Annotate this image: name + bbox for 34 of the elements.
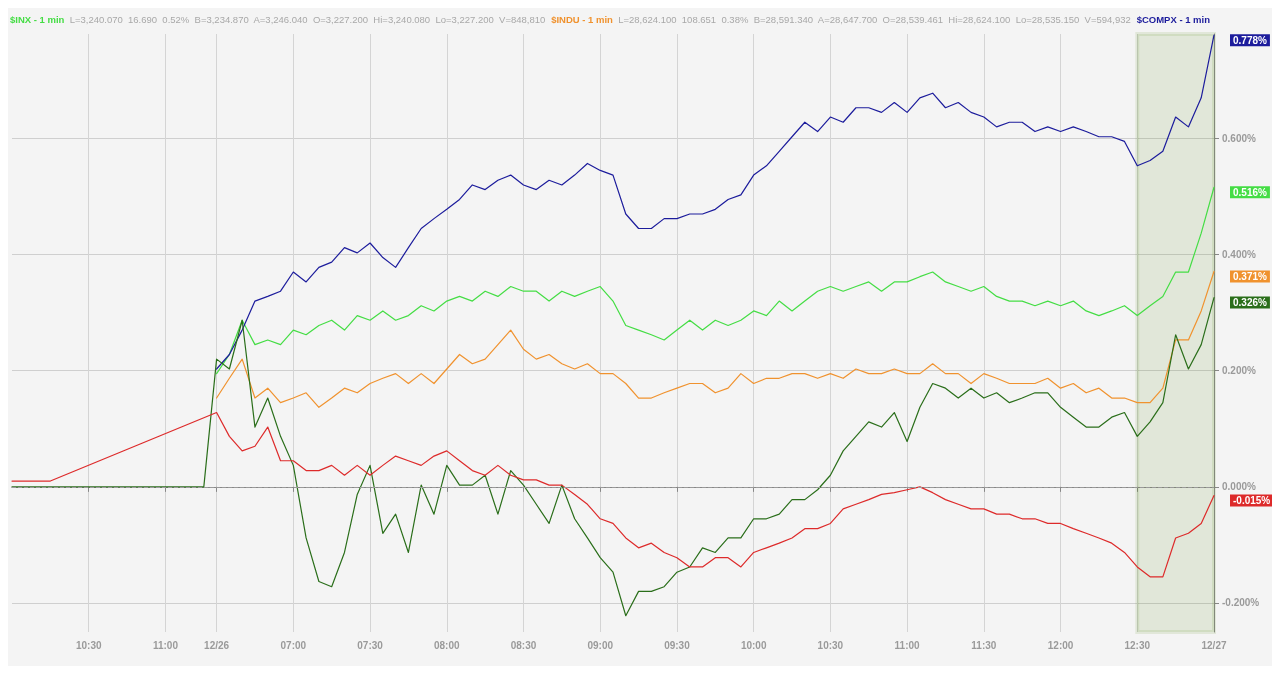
x-tick-label: 09:30 <box>664 639 691 651</box>
text: 0.326% <box>1233 297 1267 309</box>
text: 0.778% <box>1233 34 1267 46</box>
text: -0.015% <box>1233 495 1271 507</box>
x-tick-label: 12/27 <box>1201 639 1227 651</box>
x-tick-label: 10:30 <box>75 639 102 651</box>
text: $INDU - 1 min <box>551 13 614 25</box>
x-tick-label: 11:00 <box>894 639 921 651</box>
x-tick-label: 10:00 <box>740 639 767 651</box>
x-tick-label: 12:00 <box>1047 639 1074 651</box>
y-tick-label: 0.200% <box>1222 365 1257 377</box>
line-series <box>216 34 1215 370</box>
text: 0.516% <box>1233 186 1267 198</box>
text: $INX - 1 min <box>10 13 65 25</box>
y-tick-label: 0.600% <box>1222 133 1257 144</box>
y-tick-label: 0.400% <box>1222 249 1257 261</box>
series-label: $COMPX - 1 min <box>1136 13 1211 25</box>
text: L=3,240.070 16.690 0.52% B=3,234.870 A=3,246.040 O=3,227.200 Hi=3,240.080 Lo=3,227.200 V=848,810 <box>69 13 546 25</box>
x-tick-label: 07:30 <box>357 639 384 651</box>
text: 0.371% <box>1233 270 1267 282</box>
line-series <box>216 270 1215 408</box>
x-tick-label: 11:30 <box>971 639 997 651</box>
x-tick-label: 07:00 <box>280 639 307 651</box>
x-tick-label: 08:00 <box>433 639 460 651</box>
y-tick-label: 0.000% <box>1222 481 1257 493</box>
x-tick-label: 10:30 <box>817 639 844 651</box>
x-tick-label: 12/26 <box>204 639 230 651</box>
y-tick-label: -0.200% <box>1222 597 1260 609</box>
x-tick-label: 08:30 <box>510 639 537 651</box>
x-tick-label: 09:00 <box>587 639 614 651</box>
text: L=28,624.100 108.651 0.38% B=28,591.340 A=28,647.700 O=28,539.461 Hi=28,624.100 Lo=28,535.150 V=594,932 <box>618 13 1131 25</box>
x-tick-label: 11:00 <box>152 639 179 651</box>
line-series <box>216 186 1215 375</box>
x-tick-label: 12:30 <box>1124 639 1151 651</box>
